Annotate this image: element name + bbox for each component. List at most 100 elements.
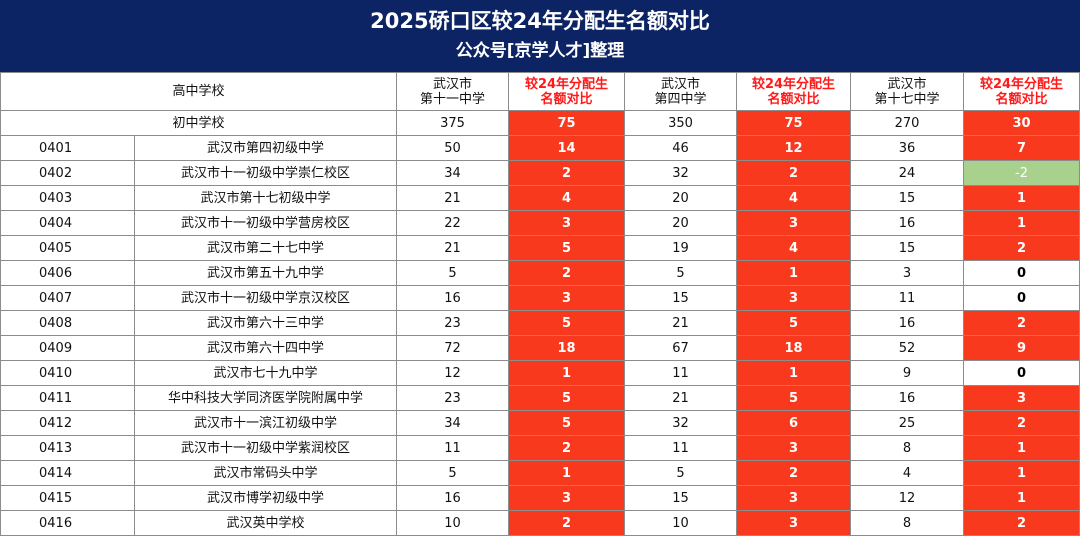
diff-header-1-line1: 较24年分配生 — [524, 76, 609, 92]
diff-school-2: 5 — [736, 385, 852, 411]
school-code: 0403 — [0, 185, 135, 211]
school-code: 0406 — [0, 260, 135, 286]
quota-school-3: 4 — [850, 460, 965, 486]
total-quota-2: 350 — [624, 110, 738, 136]
diff-school-3: 2 — [963, 510, 1080, 536]
school-name: 武汉市常码头中学 — [133, 460, 398, 486]
diff-school-3: 1 — [963, 460, 1080, 486]
quota-school-3: 15 — [850, 185, 965, 211]
table-row: 0409 武汉市第六十四中学 72 18 67 18 52 9 — [0, 335, 1080, 361]
diff-school-2: 2 — [736, 160, 852, 186]
school-header-3-line2: 第十七中学 — [874, 91, 940, 107]
table-row: 0403 武汉市第十七初级中学 21 4 20 4 15 1 — [0, 185, 1080, 211]
quota-school-2: 20 — [624, 185, 738, 211]
diff-school-3: -2 — [963, 160, 1080, 186]
quota-school-1: 16 — [396, 285, 510, 311]
diff-school-3: 9 — [963, 335, 1080, 361]
diff-school-3: 2 — [963, 310, 1080, 336]
total-diff-1: 75 — [508, 110, 626, 136]
quota-school-1: 5 — [396, 460, 510, 486]
diff-school-1: 2 — [508, 510, 626, 536]
school-code: 0408 — [0, 310, 135, 336]
diff-school-3: 1 — [963, 185, 1080, 211]
diff-school-3: 0 — [963, 260, 1080, 286]
school-code: 0414 — [0, 460, 135, 486]
diff-school-2: 3 — [736, 435, 852, 461]
diff-header-1-line2: 名额对比 — [540, 91, 593, 107]
comparison-table: 高中学校 武汉市 第十一中学 较24年分配生 名额对比 武汉市 第四中学 较24年分配… — [0, 72, 1080, 536]
quota-school-1: 11 — [396, 435, 510, 461]
diff-school-2: 1 — [736, 360, 852, 386]
school-name: 武汉市博学初级中学 — [133, 485, 398, 511]
quota-school-2: 15 — [624, 285, 738, 311]
table-row: 0402 武汉市十一初级中学崇仁校区 34 2 32 2 24 -2 — [0, 160, 1080, 186]
diff-header-2-line1: 较24年分配生 — [751, 76, 836, 92]
quota-school-3: 36 — [850, 135, 965, 161]
quota-school-3: 24 — [850, 160, 965, 186]
school-name: 武汉市第四初级中学 — [133, 135, 398, 161]
quota-school-3: 11 — [850, 285, 965, 311]
quota-school-1: 23 — [396, 385, 510, 411]
quota-school-2: 20 — [624, 210, 738, 236]
school-code: 0416 — [0, 510, 135, 536]
school-name: 华中科技大学同济医学院附属中学 — [133, 385, 398, 411]
quota-school-1: 34 — [396, 160, 510, 186]
school-header-1-line2: 第十一中学 — [420, 91, 486, 107]
diff-school-1: 5 — [508, 385, 626, 411]
quota-school-3: 12 — [850, 485, 965, 511]
diff-school-2: 4 — [736, 185, 852, 211]
diff-school-1: 5 — [508, 410, 626, 436]
table-row: 0405 武汉市第二十七中学 21 5 19 4 15 2 — [0, 235, 1080, 261]
quota-school-3: 16 — [850, 210, 965, 236]
school-code: 0405 — [0, 235, 135, 261]
school-header-3-line1: 武汉市 — [887, 76, 927, 92]
quota-school-3: 16 — [850, 385, 965, 411]
school-name: 武汉市七十九中学 — [133, 360, 398, 386]
page-title: 2025硚口区较24年分配生名额对比 — [370, 9, 710, 33]
diff-school-3: 3 — [963, 385, 1080, 411]
quota-school-3: 25 — [850, 410, 965, 436]
total-diff-3: 30 — [963, 110, 1080, 136]
school-code: 0413 — [0, 435, 135, 461]
title-banner: 2025硚口区较24年分配生名额对比 公众号[京学人才]整理 — [0, 0, 1080, 72]
quota-school-2: 11 — [624, 360, 738, 386]
diff-school-3: 2 — [963, 410, 1080, 436]
school-header-1: 武汉市 第十一中学 — [396, 72, 510, 111]
school-header-2-line2: 第四中学 — [654, 91, 707, 107]
diff-header-3: 较24年分配生 名额对比 — [963, 72, 1080, 111]
table-row: 0416 武汉英中学校 10 2 10 3 8 2 — [0, 510, 1080, 536]
diff-school-2: 3 — [736, 210, 852, 236]
school-name: 武汉市十一初级中学营房校区 — [133, 210, 398, 236]
diff-school-3: 1 — [963, 210, 1080, 236]
page-subtitle: 公众号[京学人才]整理 — [455, 41, 625, 61]
table-row: 0404 武汉市十一初级中学营房校区 22 3 20 3 16 1 — [0, 210, 1080, 236]
total-quota-3: 270 — [850, 110, 965, 136]
quota-school-3: 15 — [850, 235, 965, 261]
school-code: 0410 — [0, 360, 135, 386]
diff-school-2: 6 — [736, 410, 852, 436]
quota-school-1: 22 — [396, 210, 510, 236]
diff-header-2: 较24年分配生 名额对比 — [736, 72, 852, 111]
quota-school-3: 8 — [850, 435, 965, 461]
diff-school-1: 2 — [508, 160, 626, 186]
diff-school-1: 1 — [508, 360, 626, 386]
diff-school-3: 0 — [963, 360, 1080, 386]
school-code: 0409 — [0, 335, 135, 361]
quota-school-2: 67 — [624, 335, 738, 361]
diff-school-3: 2 — [963, 235, 1080, 261]
table-row: 0411 华中科技大学同济医学院附属中学 23 5 21 5 16 3 — [0, 385, 1080, 411]
school-name: 武汉市第十七初级中学 — [133, 185, 398, 211]
school-name: 武汉市第六十三中学 — [133, 310, 398, 336]
table-row: 0415 武汉市博学初级中学 16 3 15 3 12 1 — [0, 485, 1080, 511]
quota-school-1: 21 — [396, 185, 510, 211]
quota-school-3: 16 — [850, 310, 965, 336]
header-row-schools: 高中学校 武汉市 第十一中学 较24年分配生 名额对比 武汉市 第四中学 较24年分配… — [0, 72, 1080, 111]
diff-school-2: 18 — [736, 335, 852, 361]
school-name: 武汉市第五十九中学 — [133, 260, 398, 286]
table-row: 0401 武汉市第四初级中学 50 14 46 12 36 7 — [0, 135, 1080, 161]
total-diff-2: 75 — [736, 110, 852, 136]
school-name: 武汉市十一滨江初级中学 — [133, 410, 398, 436]
diff-school-1: 2 — [508, 260, 626, 286]
table-row: 0410 武汉市七十九中学 12 1 11 1 9 0 — [0, 360, 1080, 386]
quota-school-2: 11 — [624, 435, 738, 461]
